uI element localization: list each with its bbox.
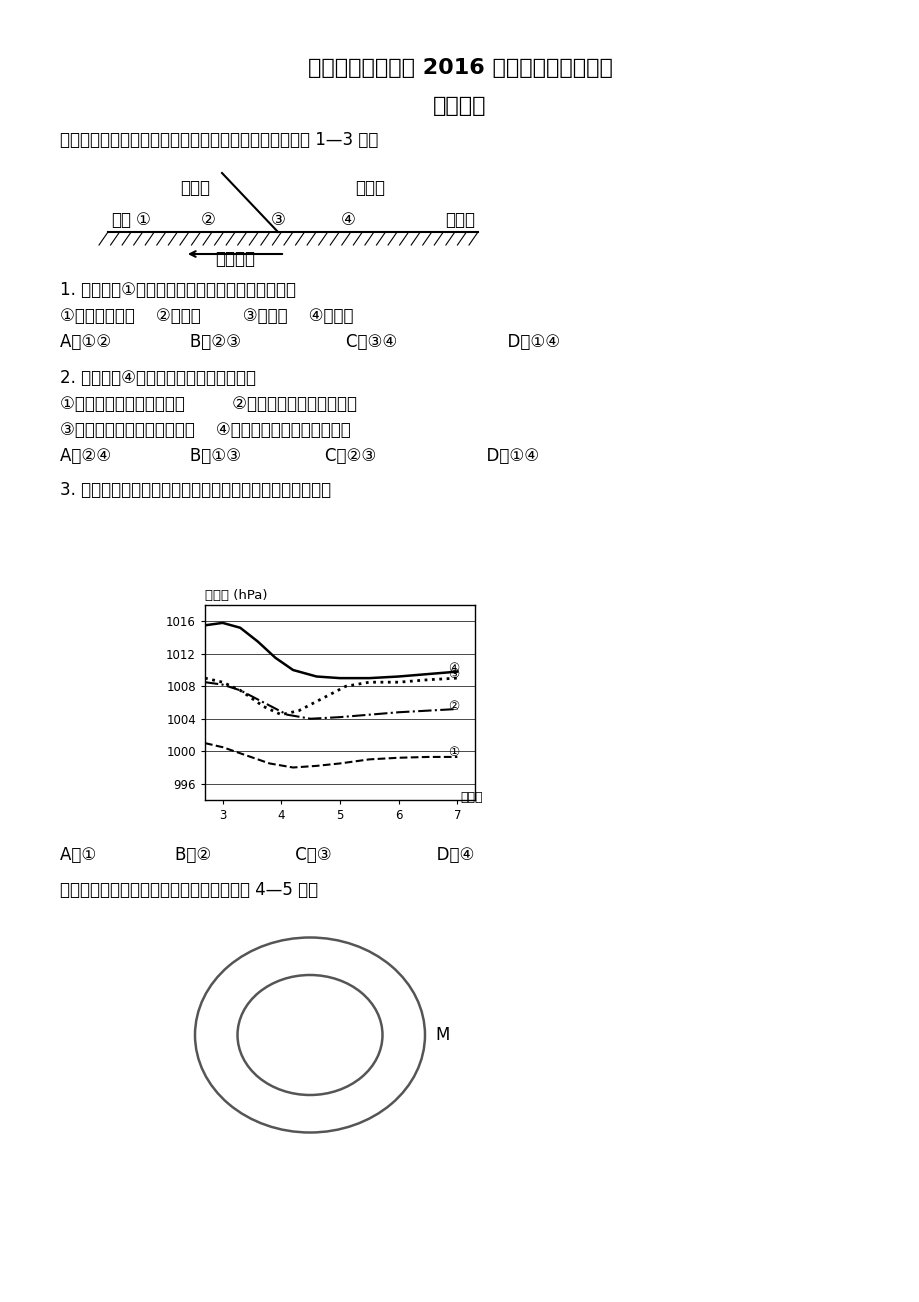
- Text: A．①               B．②                C．③                    D．④: A．① B．② C．③ D．④: [60, 846, 474, 865]
- Text: ③受冷空气团控制，气温下降    ④天气已转阴，出现降水迹象: ③受冷空气团控制，气温下降 ④天气已转阴，出现降水迹象: [60, 421, 350, 439]
- Text: ①天气晴朗温暖    ②气压高        ③天气阴    ④气压低: ①天气晴朗温暖 ②气压高 ③天气阴 ④气压低: [60, 307, 353, 326]
- Text: ①: ①: [135, 211, 151, 229]
- Text: 近地面: 近地面: [445, 211, 474, 229]
- Text: ③: ③: [270, 211, 285, 229]
- Text: 北京: 北京: [111, 211, 130, 229]
- Text: 1. 北京处在①阶段时，天气现象和气压分布状况是: 1. 北京处在①阶段时，天气现象和气压分布状况是: [60, 281, 296, 299]
- Text: 右图表示某天气系统经过北京地区的变化过程，读图完成 1—3 题。: 右图表示某天气系统经过北京地区的变化过程，读图完成 1—3 题。: [60, 132, 378, 148]
- Text: ①冷锋移出本市，天气晴朗         ②暖锋移出本市，天气晴朗: ①冷锋移出本市，天气晴朗 ②暖锋移出本市，天气晴朗: [60, 395, 357, 413]
- Text: A．②④               B．①③                C．②③                     D．①④: A．②④ B．①③ C．②③ D．①④: [60, 447, 539, 465]
- Text: 气压值 (hPa): 气压值 (hPa): [205, 590, 267, 603]
- Text: 运动方向: 运动方向: [215, 250, 255, 268]
- Text: 2. 北京处在④阶段时，下列叙述正确的是: 2. 北京处在④阶段时，下列叙述正确的是: [60, 368, 255, 387]
- Text: ③: ③: [448, 668, 460, 681]
- Text: M: M: [435, 1026, 448, 1044]
- Text: 冷空气: 冷空气: [355, 178, 384, 197]
- Text: 3. 右图的四条曲线，表示该天气系统过境前后气压变化的是: 3. 右图的四条曲线，表示该天气系统过境前后气压变化的是: [60, 480, 331, 499]
- Text: 地理试题: 地理试题: [433, 96, 486, 116]
- Text: A．①②               B．②③                    C．③④                     D．①④: A．①② B．②③ C．③④ D．①④: [60, 333, 560, 352]
- Text: （日）: （日）: [460, 792, 482, 805]
- Text: ①: ①: [448, 746, 460, 759]
- Text: 四川省三台中学校 2016 届高三下学期周练二: 四川省三台中学校 2016 届高三下学期周练二: [307, 59, 612, 78]
- Text: 暖空气: 暖空气: [180, 178, 210, 197]
- Text: ②: ②: [200, 211, 215, 229]
- Text: ④: ④: [340, 211, 355, 229]
- Text: ②: ②: [448, 700, 460, 713]
- Text: ④: ④: [448, 661, 460, 674]
- Text: 下图示意海平面两条闭合等压线，读图回答 4—5 题。: 下图示意海平面两条闭合等压线，读图回答 4—5 题。: [60, 881, 318, 898]
